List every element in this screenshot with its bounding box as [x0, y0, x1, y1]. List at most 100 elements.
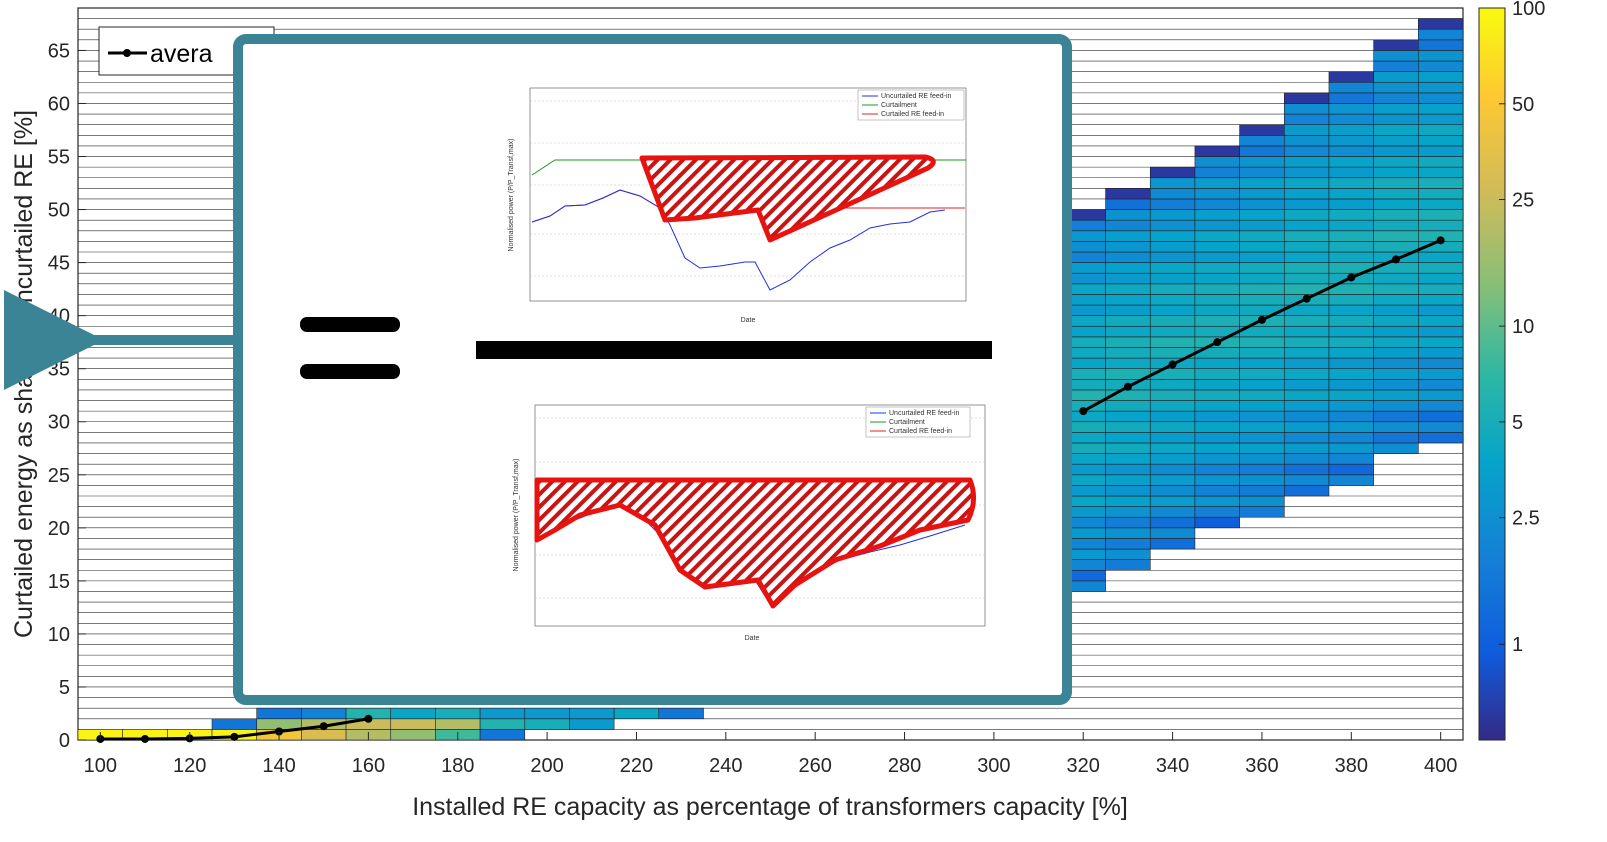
heatmap-cell: [1194, 188, 1240, 200]
heatmap-cell: [1149, 198, 1196, 210]
average-point: [1079, 407, 1088, 416]
heatmap-cell: [524, 707, 570, 720]
heatmap-cell: [1373, 294, 1419, 306]
heatmap-cell: [1328, 474, 1374, 486]
heatmap-cell: [1283, 219, 1330, 232]
heatmap-cell: [1105, 336, 1151, 348]
heatmap-cell: [1373, 81, 1419, 94]
heatmap-cell: [1283, 251, 1330, 263]
heatmap-cell: [1194, 315, 1240, 327]
heatmap-cell: [1418, 124, 1464, 136]
heatmap-cell: [301, 707, 347, 720]
heatmap-cell: [1149, 485, 1196, 497]
heatmap-cell: [1239, 219, 1285, 232]
heatmap-cell: [1373, 92, 1419, 104]
colorbar-tick-label: 100: [1512, 0, 1545, 20]
heatmap-cell: [1418, 60, 1464, 72]
inset-top-legend: Uncurtailed RE feed-in Curtailment Curta…: [857, 89, 965, 121]
heatmap-cell: [1373, 315, 1419, 327]
heatmap-cell: [1328, 135, 1374, 147]
heatmap-cell: [1418, 325, 1464, 338]
heatmap-cell: [1418, 368, 1464, 380]
heatmap-cell: [1105, 538, 1151, 550]
heatmap-cell: [1283, 442, 1330, 454]
y-tick-label: 10: [48, 624, 70, 646]
x-tick-label: 320: [1067, 755, 1100, 777]
heatmap-cell: [1328, 92, 1374, 104]
heatmap-cell: [1283, 453, 1330, 465]
colorbar-tick-label: 10: [1512, 316, 1534, 338]
colorbar-gradient: [1478, 7, 1506, 741]
average-point: [1213, 338, 1222, 347]
heatmap-cell: [1328, 209, 1374, 221]
heatmap-cell: [1373, 283, 1419, 295]
x-tick-label: 140: [262, 755, 295, 777]
y-tick-label: 50: [48, 200, 70, 222]
heatmap-cell: [1328, 230, 1374, 242]
inset-top-chart: Uncurtailed RE feed-in Curtailment Curta…: [508, 87, 967, 324]
heatmap-cell: [1373, 209, 1419, 221]
heatmap-cell: [1194, 474, 1240, 486]
heatmap-cell: [1239, 294, 1285, 306]
heatmap-cell: [1283, 262, 1330, 274]
heatmap-cell: [1105, 474, 1151, 486]
heatmap-cell: [1239, 347, 1285, 359]
heatmap-cell: [1105, 294, 1151, 306]
heatmap-cell: [1373, 347, 1419, 359]
heatmap-cell: [1418, 410, 1464, 423]
heatmap-cell: [1373, 400, 1419, 412]
heatmap-cell: [1283, 336, 1330, 348]
heatmap-cell: [1105, 262, 1151, 274]
inset-bottom-ylabel: Normalised power (P/P_Transf,max): [513, 459, 520, 572]
x-tick-label: 300: [977, 755, 1010, 777]
curtailed-area-bottom: [534, 477, 976, 609]
heatmap-cell: [1328, 198, 1374, 210]
heatmap-cell: [1194, 230, 1240, 242]
average-point: [141, 734, 150, 743]
heatmap-cell: [1149, 474, 1196, 486]
heatmap-cell: [1328, 410, 1374, 423]
heatmap-cell: [1283, 272, 1330, 285]
heatmap-cell: [1328, 368, 1374, 380]
heatmap-cell: [1194, 421, 1240, 433]
heatmap-cell: [1194, 400, 1240, 412]
heatmap-cell: [1149, 283, 1196, 295]
uncurtailed-series-top: [531, 189, 946, 291]
heatmap-cell: [1105, 347, 1151, 359]
heatmap-cell: [1105, 241, 1151, 253]
heatmap-cell: [1418, 71, 1464, 83]
inset-bottom-legend: Uncurtailed RE feed-in Curtailment Curta…: [865, 406, 971, 438]
x-tick-label: 120: [173, 755, 206, 777]
heatmap-cell: [1373, 442, 1419, 454]
heatmap-cell: [1194, 219, 1240, 232]
heatmap-cell: [1328, 145, 1374, 157]
heatmap-cell: [1194, 251, 1240, 263]
average-point: [1302, 294, 1311, 303]
heatmap-cell: [1373, 379, 1419, 391]
curtailed-area-top: [639, 154, 936, 243]
heatmap-cell: [1328, 188, 1374, 200]
heatmap-cell: [1328, 71, 1374, 83]
heatmap-cell: [1283, 209, 1330, 221]
heatmap-cell: [1105, 410, 1151, 423]
heatmap-cell: [1194, 495, 1240, 507]
average-point: [1436, 236, 1445, 245]
heatmap-cell: [1283, 113, 1330, 125]
heatmap-cell: [1418, 188, 1464, 200]
heatmap-cell: [1149, 336, 1196, 348]
heatmap-cell: [1328, 294, 1374, 306]
heatmap-cell: [1105, 315, 1151, 327]
heatmap-cell: [1239, 262, 1285, 274]
heatmap-cell: [1194, 304, 1240, 316]
heatmap-cell: [1328, 389, 1374, 401]
heatmap-cell: [1239, 124, 1285, 136]
heatmap-cell: [1418, 209, 1464, 221]
x-tick-label: 380: [1335, 755, 1368, 777]
average-point: [275, 727, 284, 736]
heatmap-cell: [1418, 272, 1464, 285]
average-point: [1123, 382, 1132, 391]
heatmap-cell: [1418, 251, 1464, 263]
heatmap-cell: [1418, 400, 1464, 412]
heatmap-cell: [1239, 379, 1285, 391]
